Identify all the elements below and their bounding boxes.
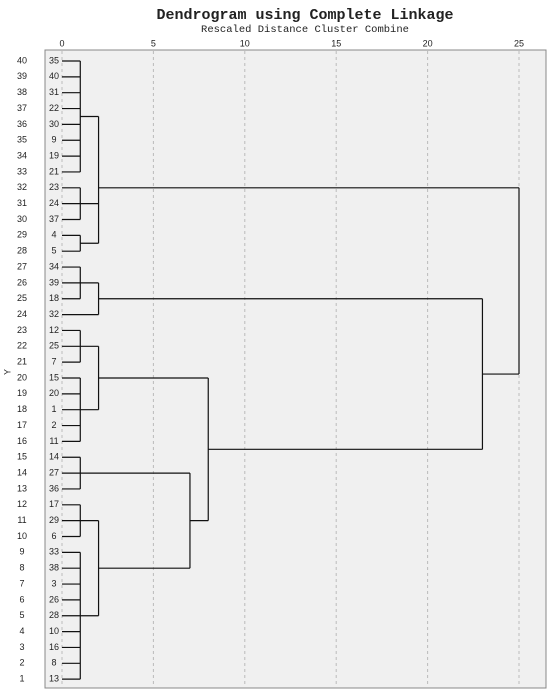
leaf-label: 18 xyxy=(49,293,59,303)
plot-area xyxy=(44,49,547,689)
row-number: 23 xyxy=(17,325,27,335)
leaf-label: 31 xyxy=(49,87,59,97)
leaf-label: 35 xyxy=(49,55,59,65)
row-number: 21 xyxy=(17,357,27,367)
row-number: 39 xyxy=(17,71,27,81)
leaf-label: 24 xyxy=(49,198,59,208)
row-number: 24 xyxy=(17,309,27,319)
leaf-label: 40 xyxy=(49,71,59,81)
leaf-label: 39 xyxy=(49,277,59,287)
row-number: 37 xyxy=(17,103,27,113)
row-number: 38 xyxy=(17,87,27,97)
leaf-label: 20 xyxy=(49,388,59,398)
row-number: 25 xyxy=(17,293,27,303)
row-number: 16 xyxy=(17,436,27,446)
row-number: 11 xyxy=(17,515,26,525)
row-number: 40 xyxy=(17,55,27,65)
row-number: 19 xyxy=(17,388,27,398)
leaf-label: 33 xyxy=(49,547,59,557)
row-number: 7 xyxy=(19,578,24,588)
row-number: 5 xyxy=(19,610,24,620)
row-number: 28 xyxy=(17,246,27,256)
row-number: 18 xyxy=(17,404,27,414)
row-number: 2 xyxy=(19,658,24,668)
row-number: 9 xyxy=(19,547,24,557)
leaf-label: 37 xyxy=(49,214,59,224)
x-tick-label: 25 xyxy=(514,38,524,48)
leaf-label: 8 xyxy=(51,658,56,668)
leaf-label: 12 xyxy=(49,325,59,335)
row-number: 35 xyxy=(17,135,27,145)
leaf-label: 16 xyxy=(49,642,59,652)
row-number: 36 xyxy=(17,119,27,129)
x-tick-label: 0 xyxy=(59,38,64,48)
row-number: 33 xyxy=(17,166,27,176)
leaf-label: 36 xyxy=(49,483,59,493)
row-number: 27 xyxy=(17,261,27,271)
row-number: 3 xyxy=(19,642,24,652)
leaf-label: 1 xyxy=(51,404,56,414)
row-number: 10 xyxy=(17,531,27,541)
leaf-label: 5 xyxy=(51,246,56,256)
leaf-label: 28 xyxy=(49,610,59,620)
leaf-label: 30 xyxy=(49,119,59,129)
row-number: 17 xyxy=(17,420,27,430)
leaf-label: 25 xyxy=(49,341,59,351)
row-number: 1 xyxy=(19,674,24,684)
leaf-label: 34 xyxy=(49,261,59,271)
leaf-label: 6 xyxy=(51,531,56,541)
y-axis-label: Y xyxy=(2,369,12,375)
leaf-label: 14 xyxy=(49,452,59,462)
leaf-label: 17 xyxy=(49,499,59,509)
x-tick-label: 20 xyxy=(423,38,433,48)
leaf-label: 7 xyxy=(51,357,56,367)
row-number: 26 xyxy=(17,277,27,287)
row-number: 29 xyxy=(17,230,27,240)
leaf-label: 22 xyxy=(49,103,59,113)
row-number: 31 xyxy=(17,198,27,208)
leaf-label: 19 xyxy=(49,150,59,160)
chart-title: Dendrogram using Complete Linkage xyxy=(156,7,453,24)
leaf-label: 26 xyxy=(49,594,59,604)
leaf-label: 2 xyxy=(51,420,56,430)
leaf-label: 27 xyxy=(49,467,59,477)
leaf-label: 10 xyxy=(49,626,59,636)
row-number: 14 xyxy=(17,467,27,477)
leaf-label: 21 xyxy=(49,166,59,176)
row-number: 8 xyxy=(19,563,24,573)
row-number: 32 xyxy=(17,182,27,192)
x-tick-label: 10 xyxy=(240,38,250,48)
leaf-label: 29 xyxy=(49,515,59,525)
row-number: 4 xyxy=(19,626,24,636)
leaf-label: 23 xyxy=(49,182,59,192)
leaf-label: 11 xyxy=(49,436,58,446)
leaf-label: 13 xyxy=(49,674,59,684)
row-number: 30 xyxy=(17,214,27,224)
row-number: 13 xyxy=(17,483,27,493)
leaf-label: 32 xyxy=(49,309,59,319)
leaf-label: 9 xyxy=(51,135,56,145)
leaf-label: 4 xyxy=(51,230,56,240)
row-number: 22 xyxy=(17,341,27,351)
leaf-label: 3 xyxy=(51,578,56,588)
x-tick-label: 5 xyxy=(151,38,156,48)
row-number: 12 xyxy=(17,499,27,509)
row-number: 15 xyxy=(17,452,27,462)
row-number: 20 xyxy=(17,372,27,382)
leaf-label: 15 xyxy=(49,372,59,382)
leaf-label: 38 xyxy=(49,563,59,573)
chart-subtitle: Rescaled Distance Cluster Combine xyxy=(201,24,409,36)
row-number: 34 xyxy=(17,150,27,160)
x-tick-label: 15 xyxy=(331,38,341,48)
row-number: 6 xyxy=(19,594,24,604)
